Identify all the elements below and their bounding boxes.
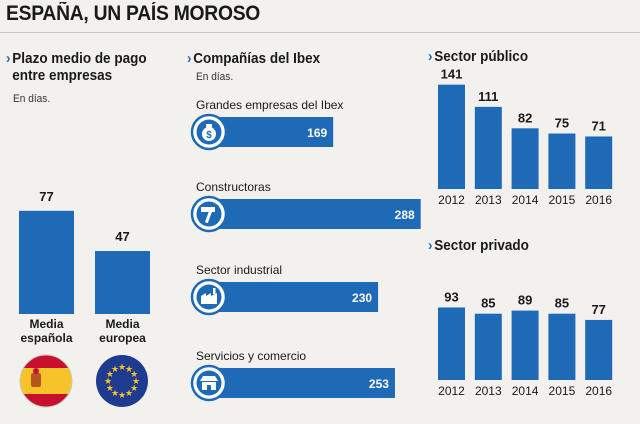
money-bag-icon: $ bbox=[190, 113, 228, 151]
data-label: 141 bbox=[441, 67, 463, 82]
bar bbox=[209, 282, 379, 312]
section-arrow-icon: › bbox=[428, 48, 433, 65]
category-label: Servicios y comercio bbox=[196, 349, 306, 363]
plazo-title: › Plazo medio de pago entre empresas bbox=[6, 50, 147, 84]
data-label: 253 bbox=[369, 377, 389, 391]
year-label: 2015 bbox=[549, 384, 576, 398]
svg-text:$: $ bbox=[206, 130, 212, 141]
data-label: 77 bbox=[591, 302, 605, 317]
page-title: ESPAÑA, UN PAÍS MOROSO bbox=[6, 2, 261, 25]
bar bbox=[474, 106, 502, 189]
category-label: Grandes empresas del Ibex bbox=[196, 98, 343, 112]
data-label: 89 bbox=[518, 293, 532, 308]
bar bbox=[438, 307, 465, 380]
star-icon: ★ bbox=[118, 391, 126, 401]
data-label: 82 bbox=[518, 110, 532, 125]
bar bbox=[474, 313, 502, 380]
data-label: 77 bbox=[39, 189, 53, 204]
data-label: 169 bbox=[307, 126, 327, 140]
data-label: 230 bbox=[352, 291, 372, 305]
year-label: 2015 bbox=[549, 193, 576, 207]
publico-title: › Sector público bbox=[428, 48, 528, 65]
star-icon: ★ bbox=[125, 389, 133, 399]
section-arrow-icon: › bbox=[428, 237, 433, 254]
data-label: 93 bbox=[444, 289, 458, 304]
publico-chart: 141 2012 111 2013 82 2014 75 2015 71 2016 bbox=[438, 67, 613, 207]
data-label: 111 bbox=[478, 89, 498, 104]
star-icon: ★ bbox=[111, 365, 119, 375]
bar bbox=[548, 133, 576, 189]
year-label: 2013 bbox=[475, 384, 502, 398]
year-label: 2014 bbox=[512, 384, 539, 398]
bar bbox=[585, 319, 613, 380]
ibex-title: › Compañías del Ibex bbox=[187, 50, 320, 67]
bar bbox=[209, 117, 334, 147]
bar bbox=[511, 310, 539, 380]
privado-title: › Sector privado bbox=[428, 237, 529, 254]
data-label: 288 bbox=[395, 208, 415, 222]
star-icon: ★ bbox=[111, 389, 119, 399]
bar bbox=[585, 136, 613, 189]
bar bbox=[209, 368, 395, 398]
bar bbox=[19, 210, 74, 314]
bar bbox=[209, 199, 421, 229]
plazo-title-line-1: Plazo medio de pago bbox=[12, 50, 147, 67]
hammer-icon bbox=[190, 195, 228, 233]
category-label: española bbox=[20, 331, 72, 345]
year-label: 2014 bbox=[512, 193, 539, 207]
bar bbox=[548, 313, 576, 380]
year-label: 2016 bbox=[585, 193, 612, 207]
star-icon: ★ bbox=[104, 377, 112, 387]
category-label: Media bbox=[29, 317, 63, 331]
star-icon: ★ bbox=[130, 370, 138, 380]
year-label: 2013 bbox=[475, 193, 502, 207]
year-label: 2016 bbox=[585, 384, 612, 398]
category-label: Media bbox=[105, 317, 139, 331]
spain-flag-icon bbox=[19, 354, 73, 408]
bar bbox=[95, 251, 150, 314]
ibex-subtitle: En días. bbox=[196, 71, 234, 83]
star-icon: ★ bbox=[106, 370, 114, 380]
star-icon: ★ bbox=[132, 377, 140, 387]
year-label: 2012 bbox=[438, 193, 465, 207]
star-icon: ★ bbox=[130, 384, 138, 394]
category-label: Constructoras bbox=[196, 180, 271, 194]
data-label: 85 bbox=[555, 296, 569, 311]
plazo-title-line-2: entre empresas bbox=[12, 67, 113, 84]
plazo-chart: 77Mediaespañola47Mediaeuropea★★★★★★★★★★★… bbox=[19, 189, 150, 408]
section-arrow-icon: › bbox=[6, 50, 11, 67]
shop-icon bbox=[190, 364, 228, 402]
factory-icon bbox=[190, 278, 228, 316]
privado-title-text: Sector privado bbox=[434, 237, 529, 254]
data-label: 85 bbox=[481, 296, 495, 311]
star-icon: ★ bbox=[125, 365, 133, 375]
publico-title-text: Sector público bbox=[434, 48, 529, 65]
title-divider bbox=[0, 32, 640, 33]
ibex-title-text: Compañías del Ibex bbox=[193, 50, 321, 67]
category-label: Sector industrial bbox=[196, 263, 282, 277]
ibex-chart: Grandes empresas del Ibex 169 $ Constructor… bbox=[190, 98, 421, 402]
data-label: 71 bbox=[591, 118, 605, 133]
bar bbox=[438, 84, 465, 189]
plazo-subtitle: En días. bbox=[13, 93, 51, 105]
eu-flag-icon: ★★★★★★★★★★★★ bbox=[96, 355, 148, 407]
year-label: 2012 bbox=[438, 384, 465, 398]
data-label: 75 bbox=[555, 116, 569, 131]
data-label: 47 bbox=[115, 229, 129, 244]
bar bbox=[511, 128, 539, 189]
privado-chart: 93 2012 85 2013 89 2014 85 2015 77 2016 bbox=[438, 289, 613, 398]
star-icon: ★ bbox=[118, 363, 126, 373]
star-icon: ★ bbox=[106, 384, 114, 394]
category-label: europea bbox=[99, 331, 146, 345]
section-arrow-icon: › bbox=[187, 50, 192, 67]
